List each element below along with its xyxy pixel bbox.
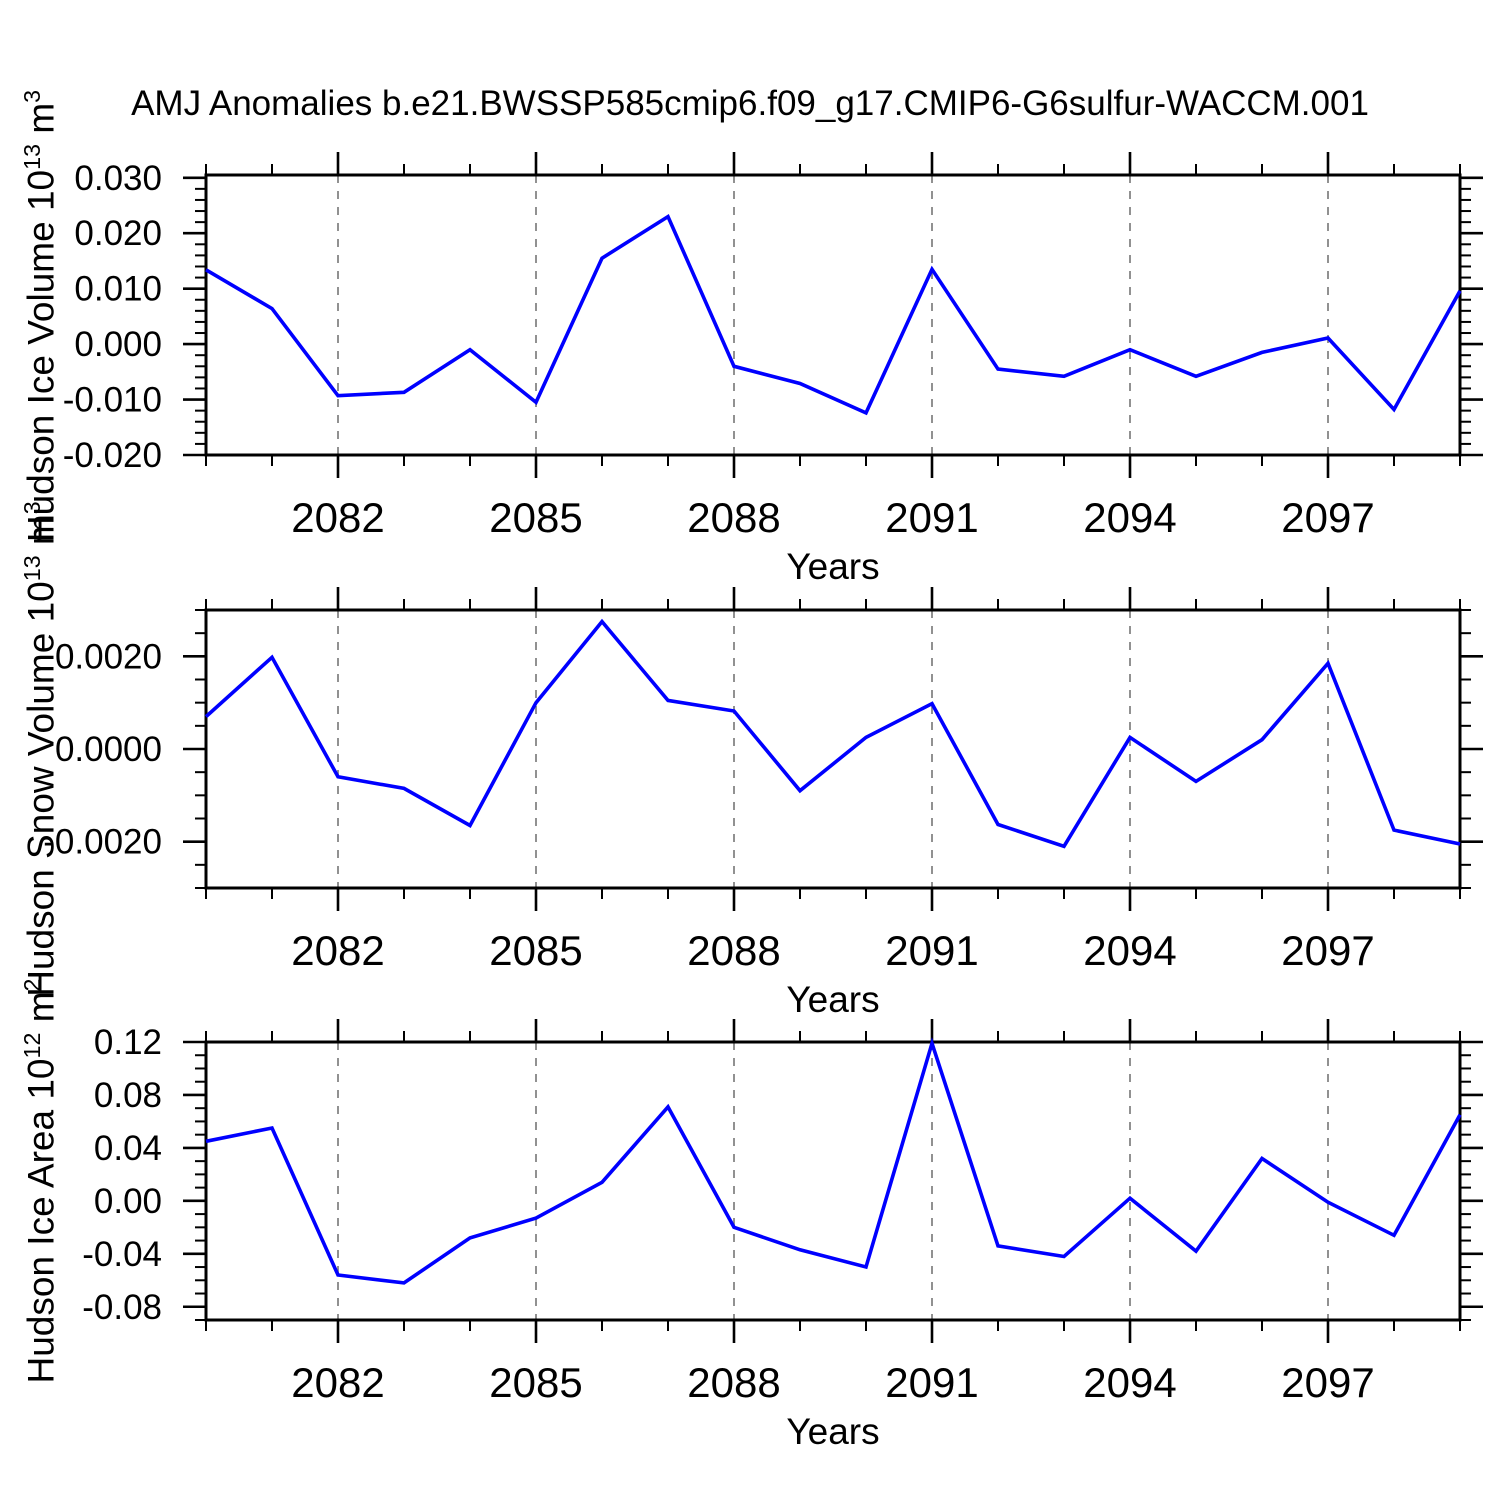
year-label: 2082 — [291, 1359, 384, 1406]
year-label: 2094 — [1083, 1359, 1176, 1406]
hudson-ice-area-line — [205, 1037, 1462, 1285]
year-label: 2097 — [1281, 1359, 1374, 1406]
y-tick-label: -0.08 — [82, 1288, 162, 1327]
x-axis-label-years: Years — [786, 546, 879, 587]
year-label: 2097 — [1281, 927, 1374, 974]
year-label: 2097 — [1281, 494, 1374, 541]
year-label: 2085 — [489, 1359, 582, 1406]
plot-border — [204, 173, 1462, 457]
plot-border — [204, 608, 1462, 890]
plot-border — [204, 1040, 1462, 1322]
y-tick-label: -0.0020 — [43, 823, 162, 862]
year-label: 2088 — [687, 1359, 780, 1406]
hudson-snow-volume-line — [204, 618, 1461, 849]
year-label: 2091 — [885, 494, 978, 541]
year-label: 2085 — [489, 927, 582, 974]
y-tick-label: 0.000 — [74, 325, 162, 364]
y-tick-label: 0.04 — [94, 1129, 162, 1168]
y-tick-label: 0.00 — [94, 1182, 162, 1221]
year-label: 2094 — [1083, 494, 1176, 541]
y-tick-label: 0.0020 — [55, 637, 162, 676]
y-tick-label: 0.010 — [74, 270, 162, 309]
y-tick-label: -0.010 — [63, 381, 162, 420]
y-tick-label: 0.0000 — [55, 730, 162, 769]
y-tick-label: 0.08 — [94, 1076, 162, 1115]
panel-hudson-ice-area: 0.12 0.08 0.04 0.00 -0.04 -0.08 2082 2085 2088 20… — [82, 1019, 1483, 1452]
year-label: 2082 — [291, 927, 384, 974]
x-axis-label-years: Years — [786, 1411, 879, 1452]
year-label: 2091 — [885, 1359, 978, 1406]
year-label: 2094 — [1083, 927, 1176, 974]
year-label: 2082 — [291, 494, 384, 541]
y-tick-label: 0.020 — [74, 214, 162, 253]
chart-title: AMJ Anomalies b.e21.BWSSP585cmip6.f09_g1… — [131, 84, 1369, 123]
y-tick-label: 0.030 — [74, 159, 162, 198]
y-tick-label: -0.04 — [82, 1235, 162, 1274]
panel-hudson-snow-volume: 0.0020 0.0000 -0.0020 2082 2085 2088 2091 2094 2… — [43, 587, 1483, 1020]
year-label: 2088 — [687, 494, 780, 541]
year-label: 2085 — [489, 494, 582, 541]
year-label: 2088 — [687, 927, 780, 974]
panel-hudson-ice-volume: 0.030 0.020 0.010 0.000 -0.010 -0.020 2082 2085… — [63, 152, 1483, 587]
x-axis-label-years: Years — [786, 979, 879, 1020]
hudson-ice-volume-line — [205, 213, 1462, 416]
y-tick-label: 0.12 — [94, 1023, 162, 1062]
year-label: 2091 — [885, 927, 978, 974]
y-tick-label: -0.020 — [63, 436, 162, 475]
